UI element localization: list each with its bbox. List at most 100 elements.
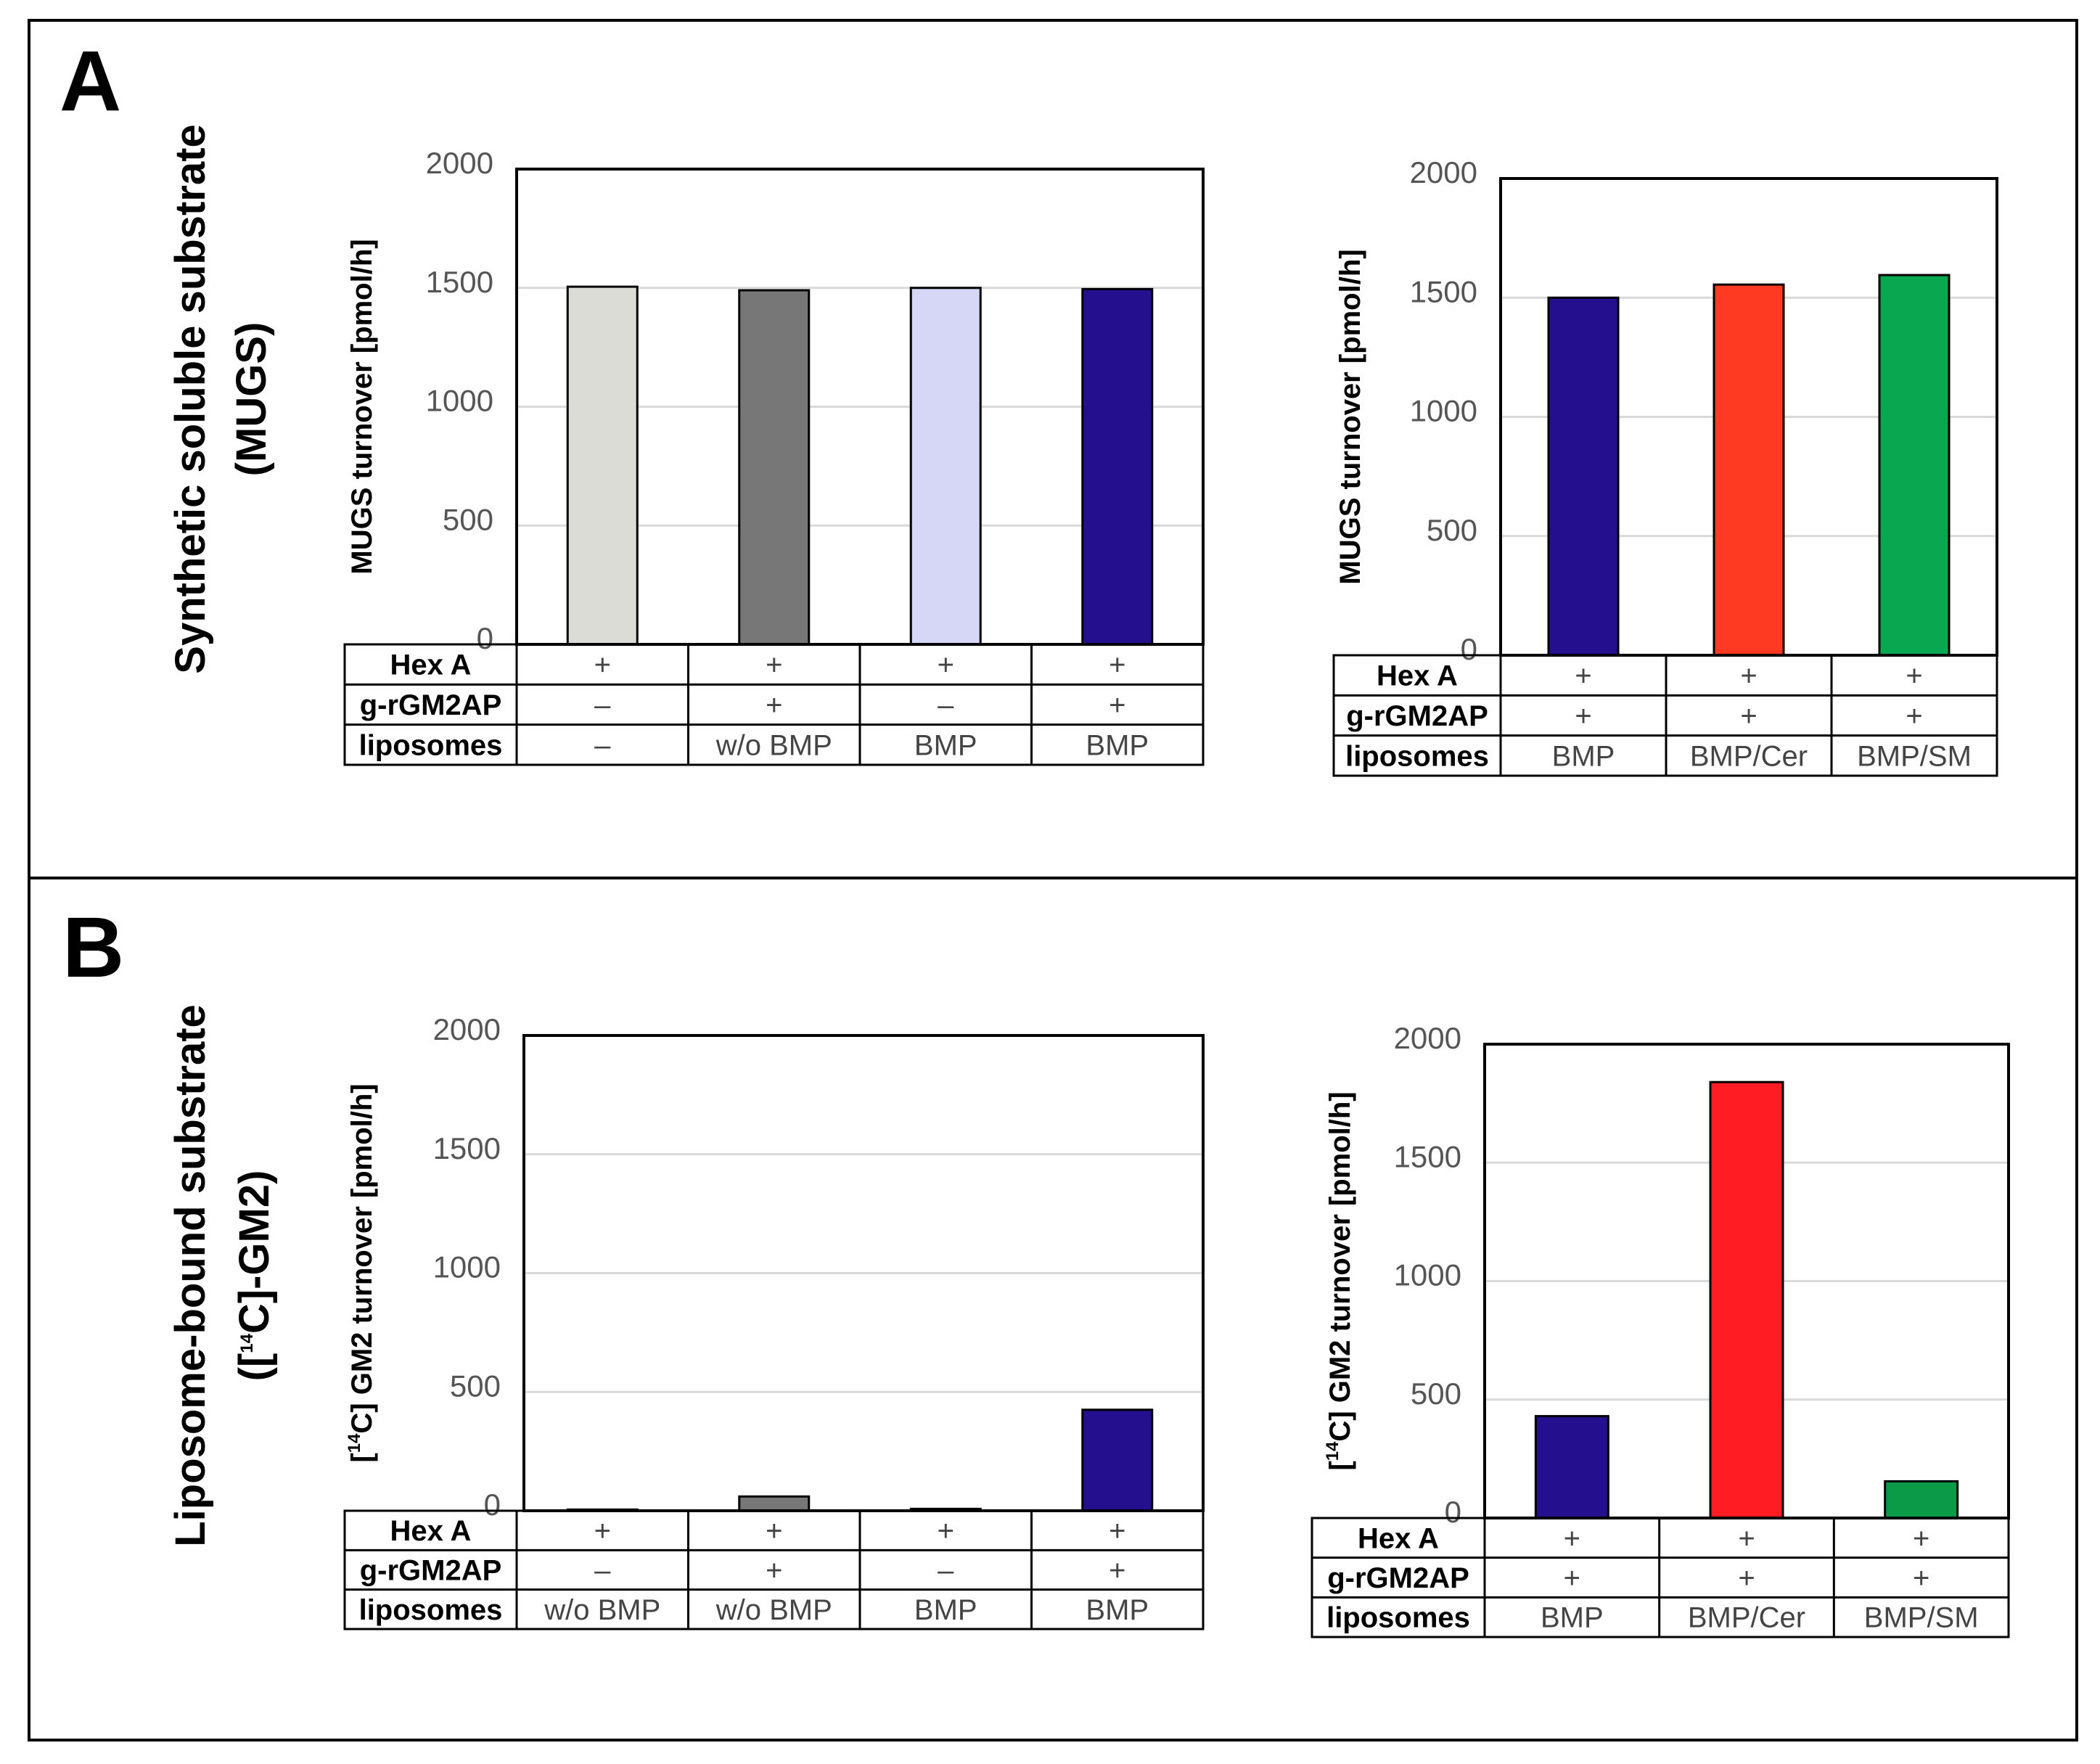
row-label-gm2ap: g-rGM2AP (360, 1555, 502, 1587)
row-b-title-pre: ([ (231, 1353, 278, 1382)
cell-gm2ap-2: + (1740, 700, 1757, 732)
y-axis-label-post: C] GM2 turnover [pmol/h] (1324, 1091, 1356, 1441)
cell-lipo-4: BMP (1086, 1594, 1149, 1626)
row-label-gm2ap: g-rGM2AP (1346, 700, 1488, 732)
bar-2 (1709, 1080, 1784, 1519)
cell-hexa-3: + (1913, 1522, 1929, 1554)
cell-gm2ap-1: + (1575, 700, 1591, 732)
y-axis-label-pre: [ (1324, 1461, 1356, 1470)
row-label-lipo: liposomes (1326, 1602, 1470, 1634)
cell-lipo-3: BMP (914, 729, 977, 761)
row-label-lipo: liposomes (359, 729, 503, 761)
cell-lipo-4: BMP (1086, 729, 1149, 761)
bar-2 (1713, 283, 1785, 657)
cell-hexa-2: + (766, 649, 782, 681)
cell-hexa-1: + (594, 649, 611, 681)
y-tick-label: 500 (443, 502, 493, 536)
y-tick-label: 1000 (1410, 394, 1477, 428)
y-axis-label-pre: [ (346, 1453, 378, 1462)
cell-hexa-1: + (594, 1515, 611, 1547)
cell-lipo-1: w/o BMP (544, 1594, 660, 1626)
cell-hexa-2: + (1740, 660, 1757, 692)
panel-letter-b: B (62, 900, 124, 996)
y-axis-label-sup: 14 (345, 1433, 364, 1453)
cell-lipo-3: BMP/SM (1857, 740, 1972, 772)
y-axis-label-post: C] GM2 turnover [pmol/h] (346, 1083, 378, 1433)
y-tick-label: 0 (1461, 632, 1477, 666)
bar-2 (738, 289, 811, 646)
cell-hexa-3: + (1906, 660, 1922, 692)
cell-lipo-2: BMP/Cer (1688, 1602, 1805, 1634)
row-b-title-line1: Liposome-bound substrate (167, 1004, 214, 1547)
cell-gm2ap-1: – (594, 689, 611, 721)
cell-gm2ap-3: – (938, 689, 954, 721)
y-tick-label: 2000 (1410, 155, 1477, 189)
row-label-hexa: Hex A (1377, 660, 1458, 692)
row-label-hexa: Hex A (390, 1515, 472, 1547)
cell-gm2ap-3: + (1906, 700, 1922, 732)
y-axis-label: [14C] GM2 turnover [pmol/h] (345, 1083, 378, 1462)
cell-lipo-2: w/o BMP (715, 729, 832, 761)
y-tick-label: 2000 (426, 146, 493, 180)
y-tick-label: 500 (1427, 513, 1477, 547)
cell-lipo-1: BMP (1552, 740, 1615, 772)
panel-letter-a: A (60, 33, 121, 129)
row-b-title-post: C]-GM2) (231, 1170, 278, 1334)
row-b-title-sup: 14 (237, 1333, 257, 1353)
row-a-title-line2: (MUGS) (228, 322, 275, 477)
panel-b-frame (28, 877, 2078, 1742)
y-tick-label: 0 (1445, 1495, 1461, 1529)
cell-hexa-3: + (938, 649, 954, 681)
cell-lipo-1: BMP (1541, 1602, 1604, 1634)
chart-b-right: 2000 1500 1000 500 0 [14C] GM2 turnover [pmol… (1311, 1021, 2010, 1638)
y-axis-label: MUGS turnover [pmol/h] (346, 239, 378, 574)
bar-1 (1547, 296, 1620, 657)
cell-gm2ap-1: + (1564, 1562, 1580, 1594)
cell-gm2ap-4: + (1109, 689, 1125, 721)
cell-gm2ap-2: + (1738, 1562, 1755, 1594)
cell-hexa-2: + (766, 1515, 782, 1547)
row-label-lipo: liposomes (1345, 740, 1489, 772)
cell-hexa-2: + (1738, 1522, 1755, 1554)
y-tick-label: 1000 (426, 384, 493, 418)
row-label-hexa: Hex A (1358, 1522, 1439, 1554)
y-tick-label: 2000 (433, 1012, 501, 1046)
cell-hexa-3: + (938, 1515, 954, 1547)
cell-hexa-1: + (1575, 660, 1591, 692)
cell-gm2ap-1: – (594, 1555, 611, 1587)
row-b-title-line2: ([14C]-GM2) (231, 1170, 278, 1382)
y-tick-label: 0 (477, 621, 493, 655)
row-label-hexa: Hex A (390, 649, 472, 681)
chart-b-left: 2000 1500 1000 500 0 [14C] GM2 turnover [pmol… (343, 1012, 1205, 1630)
row-label-gm2ap: g-rGM2AP (1327, 1562, 1469, 1594)
bar-1 (566, 285, 639, 646)
y-tick-label: 0 (484, 1488, 501, 1522)
y-axis-label: [14C] GM2 turnover [pmol/h] (1323, 1091, 1356, 1470)
cell-gm2ap-3: + (1913, 1562, 1929, 1594)
y-tick-label: 1000 (1394, 1258, 1461, 1292)
cell-hexa-4: + (1109, 649, 1125, 681)
cell-hexa-4: + (1109, 1515, 1125, 1547)
condition-table (343, 1509, 1205, 1630)
cell-gm2ap-3: – (938, 1555, 954, 1587)
bar-3 (1878, 274, 1951, 657)
bar-4 (1081, 287, 1154, 646)
bar-3 (909, 287, 982, 646)
y-tick-label: 500 (450, 1369, 501, 1403)
y-tick-label: 1500 (1410, 274, 1477, 308)
cell-gm2ap-2: + (766, 1555, 782, 1587)
y-tick-label: 1500 (1394, 1139, 1461, 1173)
cell-lipo-3: BMP/SM (1864, 1602, 1979, 1634)
y-axis-label: MUGS turnover [pmol/h] (1334, 249, 1366, 584)
bar-1 (1534, 1415, 1609, 1519)
y-tick-label: 1500 (433, 1131, 501, 1165)
chart-a-right: 2000 1500 1000 500 0 MUGS turnover [pmol/h] He… (1332, 155, 1998, 777)
cell-gm2ap-4: + (1109, 1555, 1125, 1587)
y-axis-label-sup: 14 (1323, 1441, 1342, 1461)
bar-3 (1884, 1480, 1959, 1519)
cell-lipo-1: – (594, 729, 611, 761)
cell-lipo-2: BMP/Cer (1690, 740, 1808, 772)
y-tick-label: 1500 (426, 265, 493, 299)
cell-lipo-3: BMP (914, 1594, 977, 1626)
